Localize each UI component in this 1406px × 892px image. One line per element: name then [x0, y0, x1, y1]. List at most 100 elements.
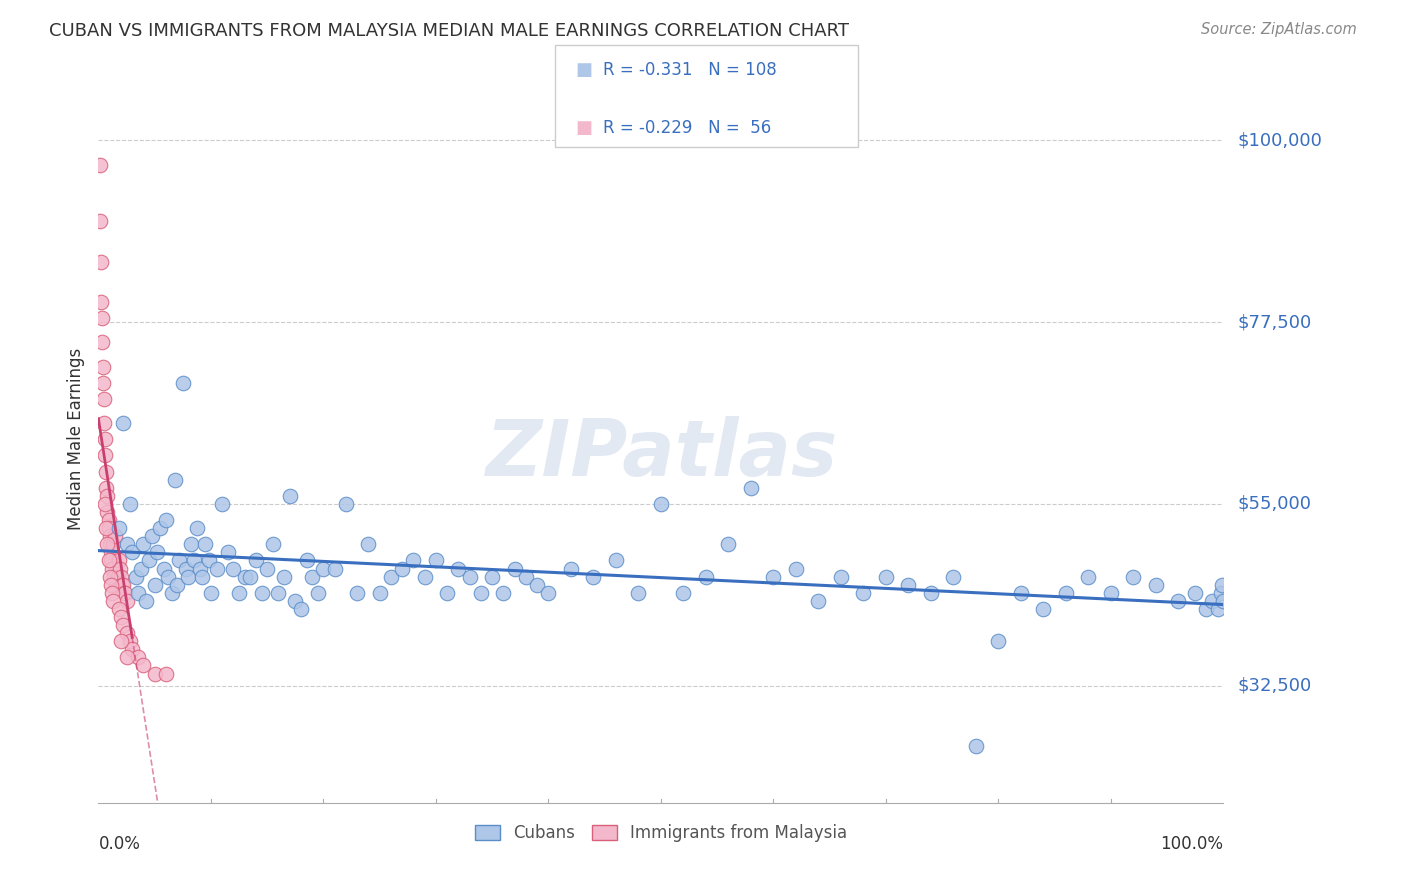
Point	[1167, 594, 1189, 608]
Point	[96, 481, 118, 495]
Point	[1144, 578, 1167, 592]
Point	[672, 586, 695, 600]
Point	[115, 650, 138, 665]
Point	[200, 586, 222, 600]
Y-axis label: Median Male Earnings: Median Male Earnings	[66, 348, 84, 531]
Point	[217, 545, 239, 559]
Point	[1201, 594, 1223, 608]
Point	[90, 311, 112, 326]
Text: $100,000: $100,000	[1237, 131, 1322, 150]
Legend: Cubans, Immigrants from Malaysia: Cubans, Immigrants from Malaysia	[468, 818, 853, 849]
Point	[112, 618, 135, 632]
Point	[141, 529, 163, 543]
Point	[177, 569, 200, 583]
Point	[425, 553, 447, 567]
Point	[166, 578, 188, 592]
Point	[132, 537, 155, 551]
Point	[110, 634, 132, 648]
Point	[1211, 578, 1233, 592]
Point	[233, 569, 256, 583]
Point	[368, 586, 391, 600]
Point	[239, 569, 262, 583]
Point	[1209, 586, 1232, 600]
Point	[96, 489, 118, 503]
Point	[346, 586, 368, 600]
Text: $55,000: $55,000	[1237, 495, 1312, 513]
Point	[152, 561, 174, 575]
Point	[98, 569, 121, 583]
Point	[89, 158, 111, 172]
Point	[481, 569, 503, 583]
Point	[91, 376, 114, 390]
Point	[115, 537, 138, 551]
Point	[93, 392, 115, 406]
Point	[1010, 586, 1032, 600]
Point	[1054, 586, 1077, 600]
Text: Source: ZipAtlas.com: Source: ZipAtlas.com	[1201, 22, 1357, 37]
Point	[101, 586, 124, 600]
Point	[112, 416, 135, 430]
Point	[124, 569, 146, 583]
Point	[188, 561, 211, 575]
Point	[205, 561, 228, 575]
Point	[155, 666, 177, 681]
Point	[100, 553, 122, 567]
Point	[335, 497, 357, 511]
Point	[127, 586, 149, 600]
Point	[183, 553, 205, 567]
Point	[695, 569, 717, 583]
Point	[222, 561, 245, 575]
Point	[1077, 569, 1099, 583]
Point	[503, 561, 526, 575]
Point	[1032, 602, 1054, 616]
Point	[284, 594, 307, 608]
Text: ■: ■	[575, 61, 592, 78]
Point	[194, 537, 217, 551]
Point	[138, 553, 160, 567]
Text: 0.0%: 0.0%	[98, 835, 141, 853]
Point	[143, 666, 166, 681]
Point	[108, 561, 131, 575]
Point	[301, 569, 323, 583]
Point	[436, 586, 458, 600]
Point	[97, 513, 120, 527]
Point	[191, 569, 214, 583]
Point	[172, 376, 194, 390]
Point	[515, 569, 537, 583]
Text: ZIPatlas: ZIPatlas	[485, 416, 837, 491]
Point	[267, 586, 290, 600]
Point	[155, 513, 177, 527]
Point	[100, 578, 122, 592]
Point	[807, 594, 830, 608]
Point	[278, 489, 301, 503]
Point	[357, 537, 380, 551]
Point	[110, 610, 132, 624]
Point	[143, 578, 166, 592]
Point	[98, 537, 121, 551]
Point	[180, 537, 202, 551]
Point	[132, 658, 155, 673]
Point	[1212, 594, 1234, 608]
Point	[250, 586, 273, 600]
Point	[93, 416, 115, 430]
Point	[256, 561, 278, 575]
Text: 100.0%: 100.0%	[1160, 835, 1223, 853]
Point	[290, 602, 312, 616]
Point	[157, 569, 180, 583]
Point	[91, 359, 114, 374]
Point	[987, 634, 1010, 648]
Point	[627, 586, 650, 600]
Point	[211, 497, 233, 511]
Point	[107, 569, 129, 583]
Point	[114, 586, 136, 600]
Point	[492, 586, 515, 600]
Text: R = -0.229   N =  56: R = -0.229 N = 56	[603, 119, 772, 136]
Point	[100, 545, 122, 559]
Point	[762, 569, 785, 583]
Point	[458, 569, 481, 583]
Point	[97, 553, 120, 567]
Point	[582, 569, 605, 583]
Point	[228, 586, 250, 600]
Point	[391, 561, 413, 575]
Point	[90, 335, 112, 350]
